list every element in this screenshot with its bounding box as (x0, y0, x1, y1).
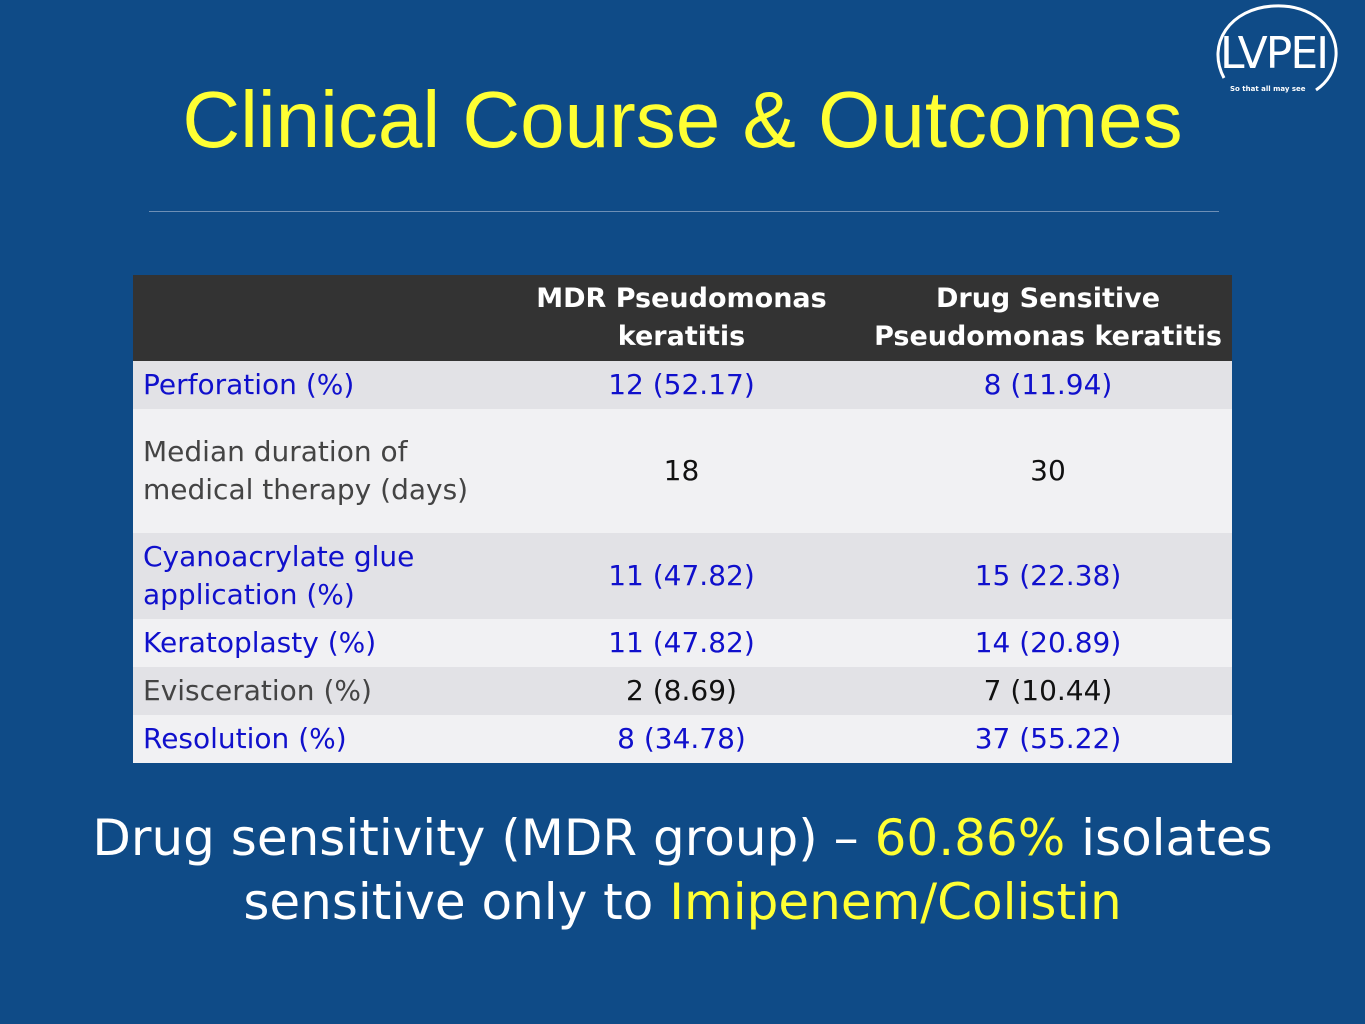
title-divider (149, 211, 1219, 212)
row-label: Resolution (%) (133, 715, 499, 763)
svg-text:LVPEI: LVPEI (1220, 28, 1327, 79)
sensitive-value: 14 (20.89) (864, 619, 1232, 667)
header-drug-sensitive: Drug Sensitive Pseudomonas keratitis (864, 275, 1232, 361)
mdr-value: 12 (52.17) (499, 361, 864, 409)
table-header-row: MDR Pseudomonas keratitis Drug Sensitive… (133, 275, 1232, 361)
summary-highlight-percentage: 60.86% (874, 809, 1066, 867)
sensitive-value: 37 (55.22) (864, 715, 1232, 763)
mdr-value: 18 (499, 409, 864, 533)
outcomes-table: MDR Pseudomonas keratitis Drug Sensitive… (133, 275, 1232, 763)
summary-highlight-drugs: Imipenem/Colistin (669, 873, 1122, 931)
header-mdr: MDR Pseudomonas keratitis (499, 275, 864, 361)
mdr-value: 11 (47.82) (499, 619, 864, 667)
mdr-value: 2 (8.69) (499, 667, 864, 715)
mdr-value: 11 (47.82) (499, 533, 864, 619)
table-row-keratoplasty: Keratoplasty (%) 11 (47.82) 14 (20.89) (133, 619, 1232, 667)
sensitive-value: 7 (10.44) (864, 667, 1232, 715)
sensitive-value: 8 (11.94) (864, 361, 1232, 409)
summary-text: Drug sensitivity (MDR group) – 60.86% is… (0, 806, 1365, 934)
table-row-perforation: Perforation (%) 12 (52.17) 8 (11.94) (133, 361, 1232, 409)
summary-part-1: Drug sensitivity (MDR group) – (92, 809, 875, 867)
summary-part-2: isolates sensitive only to (243, 809, 1273, 931)
table-row-resolution: Resolution (%) 8 (34.78) 37 (55.22) (133, 715, 1232, 763)
row-label: Keratoplasty (%) (133, 619, 499, 667)
lvpei-logo: LVPEI So that all may see (1216, 4, 1338, 93)
svg-text:So that all may see: So that all may see (1230, 85, 1306, 93)
row-label: Cyanoacrylate glue application (%) (133, 533, 499, 619)
sensitive-value: 30 (864, 409, 1232, 533)
table-row-cyanoacrylate-glue: Cyanoacrylate glue application (%) 11 (4… (133, 533, 1232, 619)
sensitive-value: 15 (22.38) (864, 533, 1232, 619)
row-label: Evisceration (%) (133, 667, 499, 715)
table-row-evisceration: Evisceration (%) 2 (8.69) 7 (10.44) (133, 667, 1232, 715)
row-label: Median duration of medical therapy (days… (133, 409, 499, 533)
slide-title: Clinical Course & Outcomes (182, 75, 1183, 164)
row-label: Perforation (%) (133, 361, 499, 409)
table-row-median-duration: Median duration of medical therapy (days… (133, 409, 1232, 533)
header-empty (133, 275, 499, 361)
mdr-value: 8 (34.78) (499, 715, 864, 763)
